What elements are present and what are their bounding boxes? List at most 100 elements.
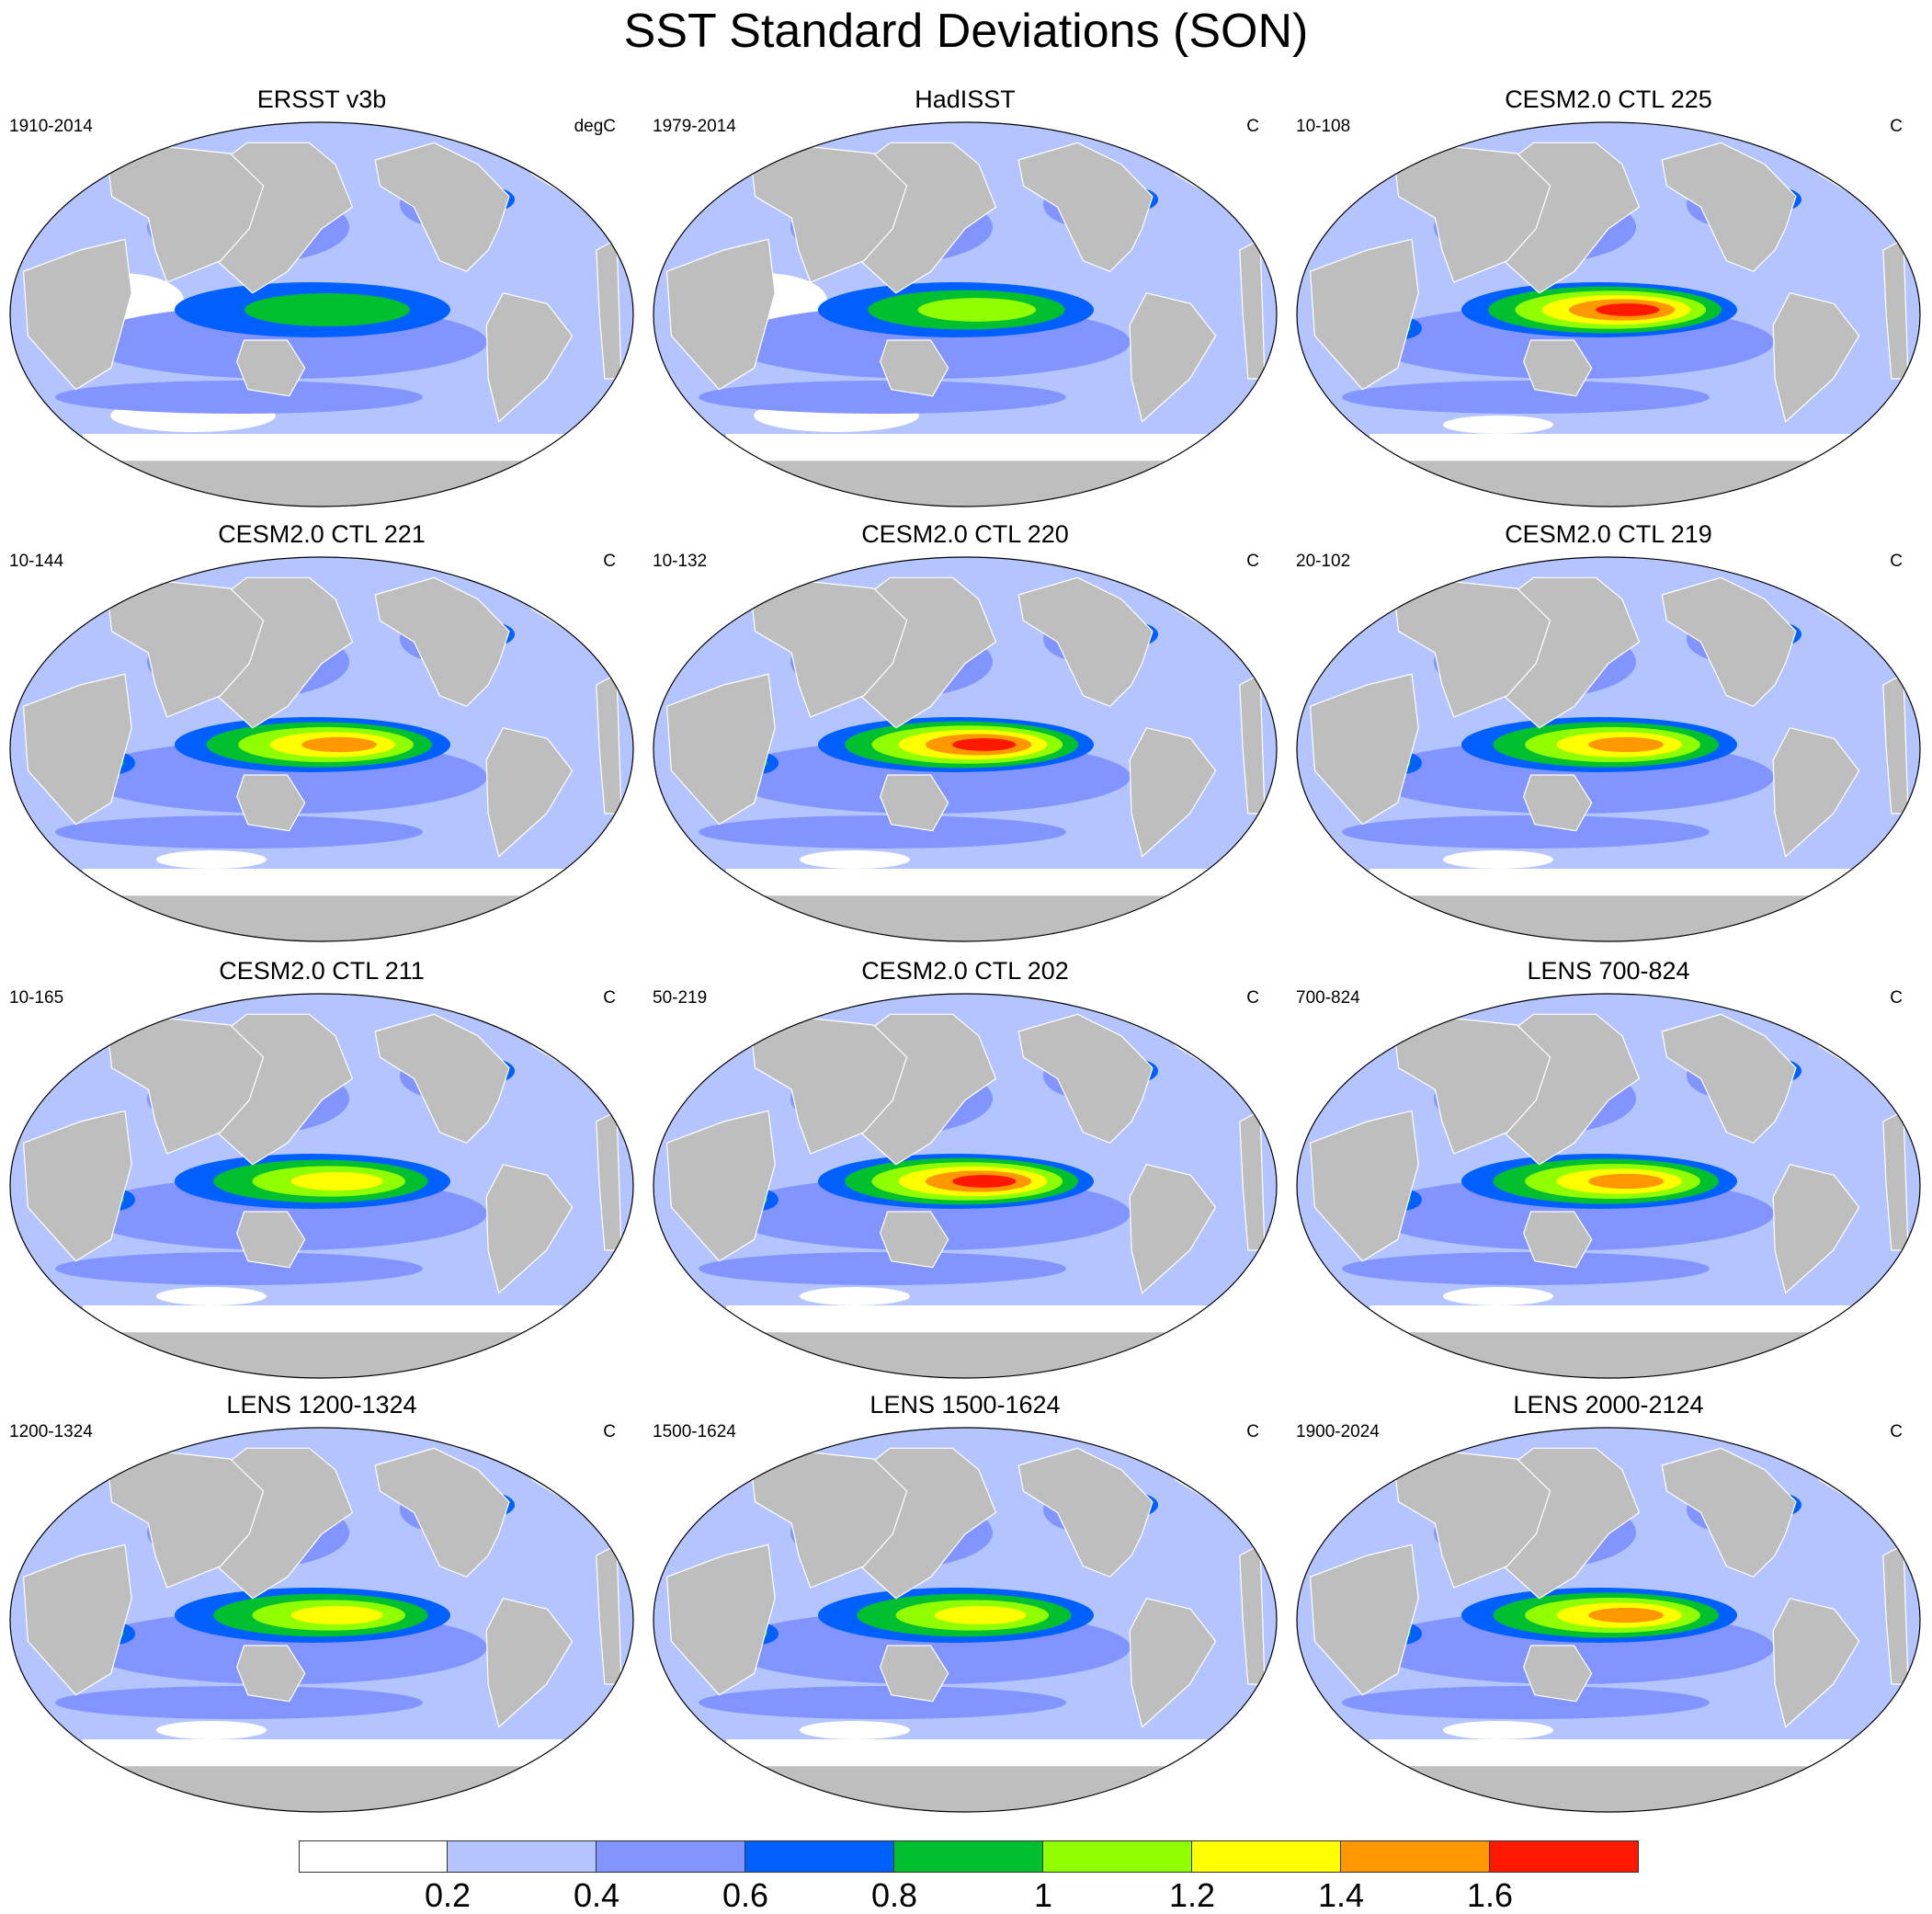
- low-sd-band: [1369, 1739, 1884, 1767]
- low-sd-band: [1369, 434, 1884, 461]
- landmass: [107, 146, 265, 283]
- colorbar-label: 1.6: [1466, 1876, 1514, 1914]
- sst-map: [9, 121, 634, 507]
- panel-title: ERSST v3b: [256, 85, 387, 113]
- sst-map: [1296, 121, 1921, 507]
- landmass: [1661, 142, 1797, 273]
- low-sd-patch: [1443, 416, 1553, 434]
- panel-title: HadISST: [915, 85, 1016, 113]
- landmass: [1017, 1013, 1154, 1145]
- landmass: [22, 673, 132, 826]
- low-sd-band: [1369, 1305, 1884, 1333]
- panel-units: C: [1890, 1422, 1903, 1441]
- sd-0.4-south: [699, 815, 1066, 849]
- landmass: [72, 1331, 572, 1378]
- sd-0.4-south: [1342, 1686, 1710, 1719]
- panel-units: C: [603, 552, 616, 571]
- sst-map: [9, 1427, 634, 1813]
- landmass: [107, 1452, 265, 1589]
- landmass: [750, 1018, 908, 1155]
- landmass: [715, 1331, 1215, 1378]
- panel-units: C: [1246, 1422, 1259, 1441]
- landmass: [1393, 1452, 1551, 1589]
- map-panel: LENS 1500-1624 1500-1624 C: [643, 1390, 1287, 1822]
- colorbar-box: [597, 1840, 745, 1873]
- landmass: [1393, 146, 1551, 283]
- enso-contour-level-5: [917, 298, 1037, 322]
- landmass: [1772, 727, 1860, 858]
- map-panel: LENS 1200-1324 1200-1324 C: [0, 1390, 643, 1822]
- sst-map: [9, 556, 634, 942]
- colorbar-label: 1.2: [1168, 1876, 1216, 1914]
- panel-title: CESM2.0 CTL 202: [861, 957, 1069, 985]
- low-sd-patch: [1443, 1721, 1553, 1739]
- landmass: [1523, 774, 1593, 832]
- landmass: [374, 1013, 510, 1145]
- panel-units: C: [603, 1422, 616, 1441]
- sd-0.4-south: [1342, 815, 1710, 849]
- map-panel: LENS 2000-2124 1900-2024 C: [1287, 1390, 1930, 1822]
- map-panel: HadISST 1979-2014 C: [643, 85, 1287, 517]
- panel-title: CESM2.0 CTL 211: [219, 957, 425, 985]
- landmass: [715, 1765, 1215, 1812]
- landmass: [485, 727, 574, 858]
- low-sd-patch: [1443, 1287, 1553, 1305]
- colorbar-label: 1.4: [1317, 1876, 1365, 1914]
- low-sd-patch: [156, 1721, 267, 1739]
- landmass: [1661, 576, 1797, 708]
- sd-0.4-south: [1342, 1252, 1710, 1285]
- landmass: [1523, 1645, 1593, 1703]
- landmass: [374, 576, 510, 708]
- landmass: [1017, 576, 1154, 708]
- landmass: [1358, 894, 1858, 941]
- map-panel: CESM2.0 CTL 221 10-144 C: [0, 519, 643, 951]
- landmass: [715, 460, 1215, 507]
- landmass: [750, 1452, 908, 1589]
- sd-0.4-south: [699, 1252, 1066, 1285]
- landmass: [665, 1544, 776, 1696]
- enso-contour-level-7: [301, 736, 377, 753]
- landmass: [1309, 673, 1419, 826]
- sd-0.4-south: [699, 381, 1066, 414]
- low-sd-patch: [800, 850, 910, 869]
- map-panel: CESM2.0 CTL 211 10-165 C: [0, 956, 643, 1388]
- low-sd-band: [726, 434, 1241, 461]
- landmass: [1358, 1765, 1858, 1812]
- landmass: [1129, 727, 1217, 858]
- map-outline: [653, 1427, 1278, 1813]
- landmass: [236, 1211, 306, 1269]
- colorbar-box: [448, 1840, 597, 1873]
- landmass: [72, 894, 572, 941]
- colorbar-box: [894, 1840, 1043, 1873]
- landmass: [22, 1544, 132, 1696]
- map-outline: [1296, 993, 1921, 1379]
- colorbar-box: [299, 1840, 448, 1873]
- landmass: [1129, 1164, 1217, 1294]
- panel-title: LENS 1200-1324: [226, 1391, 417, 1418]
- landmass: [665, 673, 776, 826]
- map-outline: [653, 556, 1278, 942]
- panel-units: C: [1246, 552, 1259, 571]
- enso-contour-level-8: [1596, 303, 1660, 316]
- map-panel: CESM2.0 CTL 225 10-108 C: [1287, 85, 1930, 517]
- panel-period: 10-132: [653, 552, 708, 571]
- landmass: [1309, 1544, 1419, 1696]
- low-sd-band: [1369, 869, 1884, 896]
- low-sd-band: [83, 869, 597, 896]
- landmass: [1523, 1211, 1593, 1269]
- landmass: [485, 1164, 574, 1294]
- sst-map: [9, 993, 634, 1379]
- landmass: [72, 460, 572, 507]
- colorbar-label: 0.4: [573, 1876, 620, 1914]
- sst-map: [653, 121, 1278, 507]
- landmass: [750, 581, 908, 718]
- colorbar-box: [1043, 1840, 1192, 1873]
- sst-map: [1296, 993, 1921, 1379]
- map-outline: [9, 121, 634, 507]
- low-sd-band: [726, 1305, 1241, 1333]
- landmass: [880, 1211, 949, 1269]
- map-outline: [9, 1427, 634, 1813]
- figure-title: SST Standard Deviations (SON): [623, 5, 1309, 58]
- landmass: [22, 238, 132, 391]
- landmass: [236, 1645, 306, 1703]
